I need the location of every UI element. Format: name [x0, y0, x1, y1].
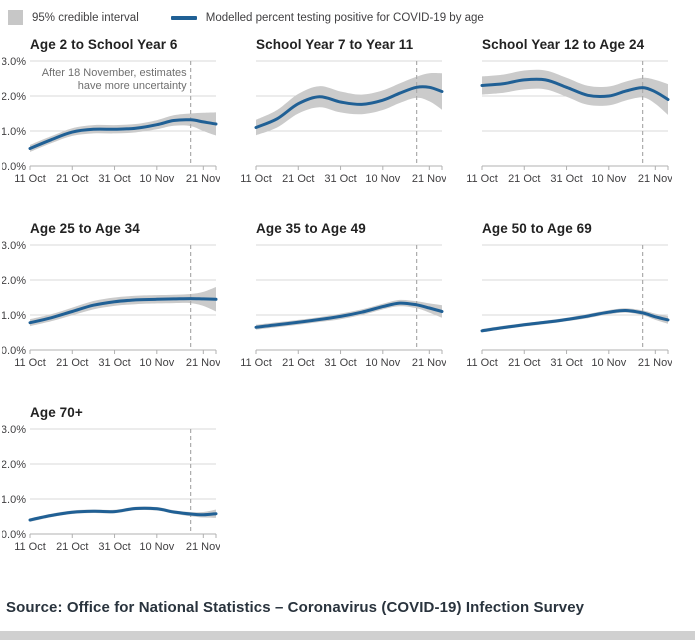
panel-title: Age 35 to Age 49: [256, 221, 366, 236]
y-tick-label: 3.0%: [2, 424, 26, 436]
chart-legend: 95% credible interval Modelled percent t…: [0, 0, 695, 25]
x-tick-label: 31 Oct: [550, 357, 582, 369]
chart-panel: Age 25 to Age 34 11 Oct 21 Oct 31 Oct 10 Nov…: [2, 221, 220, 371]
small-multiples-grid: Age 2 to School Year 6 11 Oct 21 Oct 31 Oct…: [2, 37, 695, 555]
panel-chart: 11 Oct 21 Oct 31 Oct 10 Nov 21 Nov: [240, 244, 446, 369]
chart-row: Age 2 to School Year 6 11 Oct 21 Oct 31 Oct…: [2, 37, 695, 187]
x-tick-label: 10 Nov: [139, 173, 174, 185]
x-tick-label: 21 Oct: [56, 357, 88, 369]
x-tick-label: 21 Nov: [186, 541, 220, 553]
x-tick-label: 21 Nov: [638, 173, 672, 185]
x-tick-label: 11 Oct: [466, 173, 498, 185]
x-tick-label: 21 Nov: [186, 357, 220, 369]
y-tick-label: 2.0%: [2, 459, 26, 471]
chart-panel: Age 50 to Age 69 11 Oct 21 Oct 31 Oct 10 Nov…: [454, 221, 672, 371]
x-tick-label: 10 Nov: [591, 173, 626, 185]
y-tick-label: 0.0%: [2, 529, 26, 541]
x-tick-label: 21 Oct: [56, 541, 88, 553]
y-tick-label: 1.0%: [2, 126, 26, 138]
x-tick-label: 11 Oct: [466, 357, 498, 369]
modelled-positivity-line: [480, 308, 670, 333]
x-tick-label: 31 Oct: [98, 357, 130, 369]
uncertainty-annotation: have more uncertainty: [78, 80, 187, 92]
credible-interval-band: [30, 287, 216, 327]
y-tick-label: 1.0%: [2, 494, 26, 506]
y-tick-label: 2.0%: [2, 91, 26, 103]
panel-chart: 11 Oct 21 Oct 31 Oct 10 Nov 21 Nov 0.0% 1.0% 2.…: [2, 424, 220, 553]
modelled-positivity-line: [28, 118, 218, 150]
x-tick-label: 21 Nov: [638, 357, 672, 369]
panel-title: School Year 7 to Year 11: [256, 37, 414, 52]
x-tick-label: 10 Nov: [365, 357, 400, 369]
x-tick-label: 21 Nov: [412, 173, 446, 185]
panel-chart: 11 Oct 21 Oct 31 Oct 10 Nov 21 Nov: [466, 60, 672, 185]
y-tick-label: 3.0%: [2, 56, 26, 68]
chart-panel: School Year 7 to Year 11 11 Oct 21 Oct 31 O…: [228, 37, 446, 187]
panel-title: Age 70+: [30, 405, 83, 420]
x-tick-label: 31 Oct: [324, 357, 356, 369]
panel-chart: 11 Oct 21 Oct 31 Oct 10 Nov 21 Nov: [240, 60, 446, 185]
x-tick-label: 10 Nov: [365, 173, 400, 185]
modelled-line-swatch-icon: [170, 15, 197, 20]
panel-chart: 11 Oct 21 Oct 31 Oct 10 Nov 21 Nov: [466, 244, 672, 369]
panel-title: Age 50 to Age 69: [482, 221, 592, 236]
uncertainty-annotation: After 18 November, estimates: [42, 67, 187, 79]
credible-interval-label: 95% credible interval: [32, 11, 139, 24]
x-tick-label: 31 Oct: [98, 541, 130, 553]
x-tick-label: 10 Nov: [139, 541, 174, 553]
x-tick-label: 21 Nov: [412, 357, 446, 369]
modelled-positivity-line: [480, 77, 670, 101]
x-tick-label: 31 Oct: [98, 173, 130, 185]
x-tick-label: 31 Oct: [324, 173, 356, 185]
credible-interval-swatch-icon: [8, 10, 23, 25]
y-tick-label: 0.0%: [2, 161, 26, 173]
x-tick-label: 31 Oct: [550, 173, 582, 185]
y-tick-label: 1.0%: [2, 310, 26, 322]
x-tick-label: 21 Oct: [508, 357, 540, 369]
x-tick-label: 11 Oct: [240, 173, 272, 185]
chart-panel: Age 70+ 11 Oct 21 Oct 31 Oct 10 Nov 21 Nov 0.0…: [2, 405, 220, 555]
x-tick-label: 11 Oct: [14, 541, 46, 553]
x-tick-label: 21 Oct: [508, 173, 540, 185]
y-tick-label: 2.0%: [2, 275, 26, 287]
source-note: Source: Office for National Statistics –…: [6, 599, 585, 616]
modelled-positivity-line: [254, 85, 444, 129]
panel-chart: 11 Oct 21 Oct 31 Oct 10 Nov 21 Nov 0.0% 1.0% 2.…: [2, 56, 220, 185]
panel-title: Age 2 to School Year 6: [30, 37, 178, 52]
panel-chart: 11 Oct 21 Oct 31 Oct 10 Nov 21 Nov 0.0% 1.0% 2.…: [2, 240, 220, 369]
y-tick-label: 3.0%: [2, 240, 26, 252]
x-tick-label: 11 Oct: [240, 357, 272, 369]
x-tick-label: 21 Oct: [56, 173, 88, 185]
y-tick-label: 0.0%: [2, 345, 26, 357]
modelled-positivity-line: [28, 297, 218, 325]
chart-panel: Age 2 to School Year 6 11 Oct 21 Oct 31 Oct…: [2, 37, 220, 187]
modelled-positivity-line: [254, 301, 444, 329]
x-tick-label: 21 Oct: [282, 173, 314, 185]
chart-row: Age 70+ 11 Oct 21 Oct 31 Oct 10 Nov 21 Nov 0.0…: [2, 405, 695, 555]
x-tick-label: 11 Oct: [14, 173, 46, 185]
x-tick-label: 10 Nov: [139, 357, 174, 369]
modelled-positivity-line: [28, 506, 218, 522]
panel-title: Age 25 to Age 34: [30, 221, 140, 236]
bottom-divider: [0, 631, 695, 640]
x-tick-label: 21 Nov: [186, 173, 220, 185]
panel-title: School Year 12 to Age 24: [482, 37, 645, 52]
x-tick-label: 10 Nov: [591, 357, 626, 369]
modelled-line-label: Modelled percent testing positive for CO…: [205, 11, 484, 24]
x-tick-label: 11 Oct: [14, 357, 46, 369]
chart-row: Age 25 to Age 34 11 Oct 21 Oct 31 Oct 10 Nov…: [2, 221, 695, 371]
chart-panel: School Year 12 to Age 24 11 Oct 21 Oct 31 O…: [454, 37, 672, 187]
chart-panel: Age 35 to Age 49 11 Oct 21 Oct 31 Oct 10 Nov…: [228, 221, 446, 371]
x-tick-label: 21 Oct: [282, 357, 314, 369]
